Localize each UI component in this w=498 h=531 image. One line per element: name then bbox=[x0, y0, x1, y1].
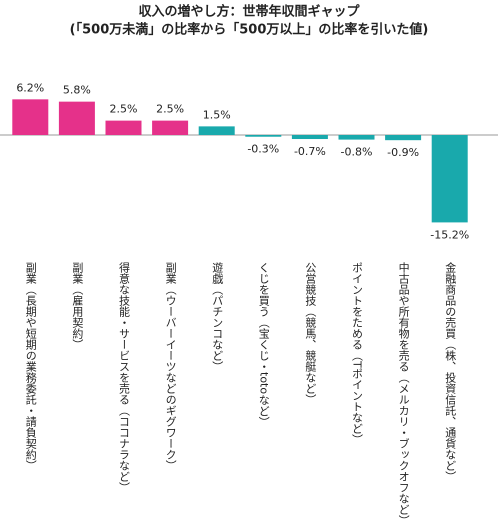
x-tick-label: ポイントをためる（Tポイントなど） bbox=[350, 262, 364, 445]
data-label: 2.5% bbox=[110, 103, 138, 116]
data-label: 6.2% bbox=[16, 81, 44, 94]
x-tick-label: 副業（長期や短期の業務委託・請負契約） bbox=[24, 262, 38, 471]
data-label: -0.7% bbox=[294, 145, 326, 158]
bar bbox=[385, 135, 422, 141]
bar bbox=[198, 126, 235, 135]
bar bbox=[291, 135, 328, 140]
bar bbox=[58, 101, 95, 135]
x-tick-label: 遊戯（パチンコなど） bbox=[210, 262, 224, 372]
bar bbox=[105, 120, 142, 135]
bar bbox=[245, 135, 282, 137]
bar bbox=[152, 120, 189, 135]
data-label: -0.8% bbox=[341, 146, 373, 159]
x-tick-label: 副業（雇用契約） bbox=[70, 262, 84, 350]
data-label: -0.3% bbox=[247, 143, 279, 156]
data-label: 2.5% bbox=[156, 103, 184, 116]
chart-subtitle: (「500万未満」の比率から「500万以上」の比率を引いた値) bbox=[70, 22, 429, 38]
x-tick-label: 中古品や所有物を売る（メルカリ・ブックオフなど） bbox=[397, 262, 411, 526]
bar bbox=[431, 135, 468, 223]
chart-title: 収入の増やし方：世帯年収間ギャップ bbox=[138, 4, 360, 20]
data-label: -15.2% bbox=[430, 228, 469, 241]
bar bbox=[12, 99, 49, 135]
data-label: 5.8% bbox=[63, 84, 91, 97]
x-tick-label: 得意な技能・サービスを売る（ココナラなど） bbox=[117, 262, 131, 493]
x-tick-label: 金融商品の売買（株、投資信託、通貨など） bbox=[443, 262, 457, 482]
data-label: 1.5% bbox=[203, 108, 231, 121]
bar bbox=[338, 135, 375, 140]
data-label: -0.9% bbox=[387, 146, 419, 159]
x-tick-label: 副業（ウーバーイーツなどのギグワーク） bbox=[164, 262, 178, 471]
x-tick-label: 公営競技（競馬、競艇など） bbox=[303, 262, 317, 405]
x-tick-label: くじを買う（宝くじ・totoなど） bbox=[257, 262, 271, 428]
